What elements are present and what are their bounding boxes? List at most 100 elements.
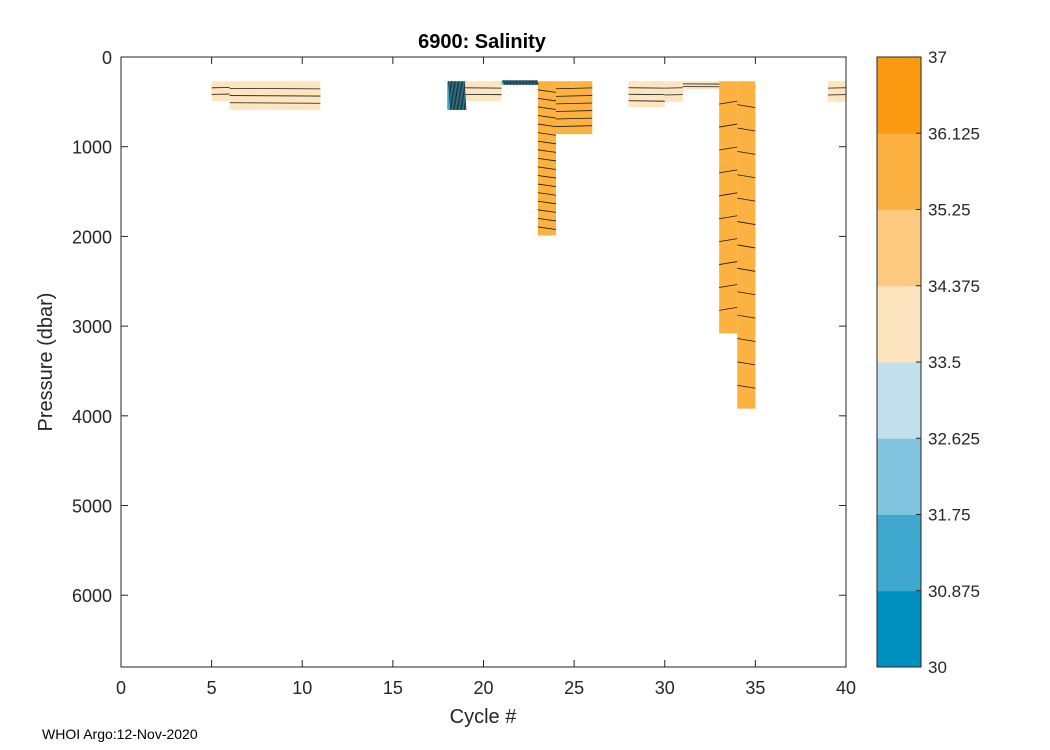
contour-line [458, 81, 461, 110]
contour-line [459, 81, 463, 110]
x-tick-label: 20 [473, 678, 493, 698]
colorbar-segment [877, 514, 921, 592]
contour-line [537, 140, 557, 145]
contour-line [521, 80, 525, 85]
contour-line [737, 197, 756, 202]
contour-line [452, 81, 456, 110]
salinity-region [719, 81, 738, 334]
contour-line [737, 384, 756, 389]
contour-line [737, 244, 756, 249]
contour-line [555, 125, 593, 127]
contour-line [514, 80, 518, 85]
colorbar-segment [877, 590, 921, 668]
y-axis-label: Pressure (dbar) [35, 293, 57, 432]
contour-line [737, 127, 756, 132]
colorbar-label: 30 [928, 658, 947, 677]
contour-line [528, 80, 532, 85]
contour-line [505, 80, 509, 85]
colorbar-label: 37 [928, 48, 947, 67]
y-tick-label: 3000 [72, 317, 112, 337]
contour-line [537, 217, 557, 222]
contour-line [520, 80, 523, 85]
y-tick-label: 6000 [72, 586, 112, 606]
chart-title: 6900: Salinity [418, 31, 547, 53]
contour-line [719, 192, 738, 197]
x-tick-label: 25 [564, 678, 584, 698]
contour-line [537, 132, 557, 136]
contour-line [537, 209, 557, 213]
x-tick-label: 10 [292, 678, 312, 698]
contour-line [451, 81, 454, 110]
colorbar-segment [877, 285, 921, 363]
colorbar-label: 33.5 [928, 353, 961, 372]
contour-line [537, 149, 557, 153]
contour-line [456, 81, 460, 110]
contour-line [515, 80, 519, 85]
contour-line [537, 123, 557, 128]
contour-line [449, 81, 453, 110]
contour-line [737, 150, 756, 155]
contour-line [507, 80, 510, 85]
colorbar-label: 31.75 [928, 506, 971, 525]
salinity-region [737, 81, 756, 409]
contour-line [536, 80, 539, 85]
contour-line [537, 192, 557, 196]
colorbar-segment [877, 438, 921, 515]
colorbar-label: 36.125 [928, 124, 980, 143]
contour-line [555, 117, 593, 120]
contour-line [453, 81, 457, 110]
colorbar: 30 30.875 31.75 32.625 33.5 34.375 35.25 36.125… [876, 48, 980, 677]
y-tick-label: 4000 [72, 407, 112, 427]
contour-line [448, 81, 452, 110]
y-tick-label: 1000 [72, 138, 112, 158]
colorbar-label: 34.375 [928, 277, 980, 296]
y-tick-label: 0 [102, 48, 112, 68]
contour-line [719, 261, 738, 265]
contour-line [463, 81, 467, 110]
contour-line [537, 97, 557, 102]
contour-line [737, 291, 756, 296]
contour-line [530, 80, 533, 85]
salinity-region [465, 81, 502, 101]
salinity-region [211, 81, 230, 101]
y-tick-label: 5000 [72, 497, 112, 517]
x-tick-label: 15 [383, 678, 403, 698]
colorbar-segment [877, 362, 921, 439]
salinity-region [682, 81, 720, 90]
contour-line [737, 267, 756, 272]
contour-line [533, 80, 536, 85]
salinity-region [556, 81, 593, 135]
contour-line [555, 95, 593, 97]
salinity-region [537, 81, 556, 236]
contour-line [537, 175, 557, 179]
contour-line [719, 306, 738, 311]
contour-line [504, 80, 507, 85]
x-tick-label: 35 [745, 678, 765, 698]
contour-line [518, 80, 522, 85]
x-tick-label: 40 [836, 678, 856, 698]
contour-line [555, 87, 593, 90]
contour-line [534, 80, 538, 85]
x-tick-label: 0 [116, 678, 126, 698]
contour-line [502, 80, 506, 85]
colorbar-label: 32.625 [928, 429, 980, 448]
contour-line [737, 361, 756, 366]
contour-line [737, 174, 756, 179]
x-tick-label: 5 [207, 678, 217, 698]
contour-line [525, 80, 529, 85]
contour-line [527, 80, 531, 85]
contour-line [509, 80, 513, 85]
x-axis-label: Cycle # [450, 706, 518, 728]
colorbar-label: 35.25 [928, 201, 971, 220]
x-tick-label: 30 [655, 678, 675, 698]
contour-line [512, 80, 516, 85]
contour-line [719, 169, 738, 174]
contour-line [524, 80, 528, 85]
contour-line [537, 157, 557, 162]
contour-line [719, 100, 738, 105]
contour-line [719, 284, 738, 288]
contour-line [531, 80, 535, 85]
contour-line [737, 104, 756, 109]
colorbar-segment [877, 133, 921, 210]
